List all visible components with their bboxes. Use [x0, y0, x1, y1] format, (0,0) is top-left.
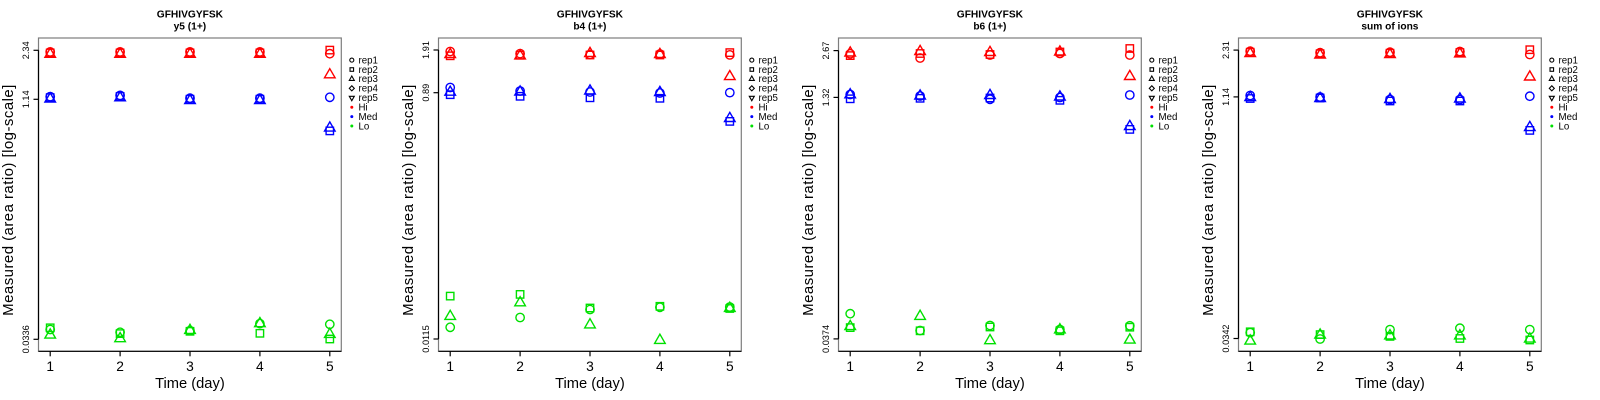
svg-text:2: 2 — [916, 359, 924, 374]
svg-text:Measured (area ratio) [log-sca: Measured (area ratio) [log-scale] — [1200, 84, 1217, 316]
svg-text:1: 1 — [446, 359, 454, 374]
svg-text:4: 4 — [1056, 359, 1064, 374]
svg-text:3: 3 — [986, 359, 994, 374]
svg-text:Med: Med — [1559, 112, 1578, 123]
svg-text:y5 (1+): y5 (1+) — [174, 22, 207, 33]
svg-text:GFHIVGYFSK: GFHIVGYFSK — [157, 10, 224, 21]
svg-text:rep1: rep1 — [1559, 55, 1578, 66]
svg-text:Lo: Lo — [1159, 121, 1170, 132]
svg-text:5: 5 — [1126, 359, 1134, 374]
svg-text:Med: Med — [1159, 112, 1178, 123]
svg-text:2: 2 — [116, 359, 124, 374]
svg-text:5: 5 — [1526, 359, 1534, 374]
svg-text:GFHIVGYFSK: GFHIVGYFSK — [557, 10, 624, 21]
svg-text:1.14: 1.14 — [21, 90, 31, 108]
svg-text:GFHIVGYFSK: GFHIVGYFSK — [1357, 10, 1424, 21]
svg-text:4: 4 — [656, 359, 664, 374]
svg-text:Time (day): Time (day) — [955, 376, 1025, 392]
svg-text:0.0336: 0.0336 — [21, 325, 31, 353]
svg-text:rep1: rep1 — [759, 55, 778, 66]
svg-text:Measured (area ratio) [log-sca: Measured (area ratio) [log-scale] — [400, 84, 417, 316]
svg-text:rep3: rep3 — [1559, 74, 1578, 85]
svg-text:3: 3 — [586, 359, 594, 374]
svg-text:4: 4 — [1456, 359, 1464, 374]
svg-text:rep4: rep4 — [759, 84, 779, 95]
svg-text:rep1: rep1 — [359, 55, 378, 66]
svg-text:2: 2 — [1316, 359, 1324, 374]
svg-text:Time (day): Time (day) — [155, 376, 225, 392]
svg-text:3: 3 — [186, 359, 194, 374]
svg-text:Med: Med — [359, 112, 378, 123]
svg-text:rep5: rep5 — [1559, 93, 1578, 104]
svg-text:2.67: 2.67 — [821, 42, 831, 60]
svg-text:1: 1 — [1246, 359, 1254, 374]
svg-text:rep2: rep2 — [359, 65, 378, 76]
svg-text:rep4: rep4 — [359, 84, 379, 95]
svg-text:rep1: rep1 — [1159, 55, 1178, 66]
svg-text:Lo: Lo — [759, 121, 770, 132]
svg-text:Measured (area ratio) [log-sca: Measured (area ratio) [log-scale] — [0, 84, 17, 316]
svg-text:Time (day): Time (day) — [555, 376, 625, 392]
svg-text:rep5: rep5 — [1159, 93, 1178, 104]
svg-text:Med: Med — [759, 112, 778, 123]
svg-text:rep2: rep2 — [1159, 65, 1178, 76]
svg-text:5: 5 — [326, 359, 334, 374]
svg-text:1: 1 — [46, 359, 54, 374]
svg-text:1.32: 1.32 — [821, 88, 831, 106]
svg-text:rep3: rep3 — [359, 74, 378, 85]
svg-text:3: 3 — [1386, 359, 1394, 374]
svg-text:GFHIVGYFSK: GFHIVGYFSK — [957, 10, 1024, 21]
svg-text:0.0115: 0.0115 — [421, 325, 431, 352]
svg-text:5: 5 — [726, 359, 734, 374]
svg-text:Lo: Lo — [1559, 121, 1570, 132]
svg-text:b4 (1+): b4 (1+) — [573, 22, 606, 33]
svg-text:rep3: rep3 — [759, 74, 778, 85]
svg-text:Hi: Hi — [1159, 103, 1168, 114]
svg-text:2.31: 2.31 — [1221, 41, 1231, 59]
svg-text:Hi: Hi — [359, 103, 368, 114]
svg-text:2: 2 — [516, 359, 524, 374]
svg-text:Hi: Hi — [759, 103, 768, 114]
svg-text:Measured (area ratio) [log-sca: Measured (area ratio) [log-scale] — [800, 84, 817, 316]
svg-text:Time (day): Time (day) — [1355, 376, 1425, 392]
svg-text:0.0342: 0.0342 — [1221, 324, 1231, 352]
svg-text:rep4: rep4 — [1159, 84, 1179, 95]
svg-text:1.14: 1.14 — [1221, 88, 1231, 106]
svg-text:rep2: rep2 — [1559, 65, 1578, 76]
svg-text:0.89: 0.89 — [421, 84, 431, 102]
svg-text:rep3: rep3 — [1159, 74, 1178, 85]
svg-text:2.34: 2.34 — [21, 41, 31, 59]
svg-text:4: 4 — [256, 359, 264, 374]
svg-text:rep5: rep5 — [359, 93, 378, 104]
svg-text:Hi: Hi — [1559, 103, 1568, 114]
svg-text:Lo: Lo — [359, 121, 370, 132]
svg-text:rep2: rep2 — [759, 65, 778, 76]
svg-text:rep5: rep5 — [759, 93, 778, 104]
svg-text:sum of ions: sum of ions — [1361, 22, 1418, 33]
svg-text:rep4: rep4 — [1559, 84, 1579, 95]
svg-text:0.0374: 0.0374 — [821, 325, 831, 353]
svg-text:1: 1 — [846, 359, 854, 374]
svg-text:b6 (1+): b6 (1+) — [973, 22, 1006, 33]
svg-text:1.91: 1.91 — [421, 41, 431, 59]
